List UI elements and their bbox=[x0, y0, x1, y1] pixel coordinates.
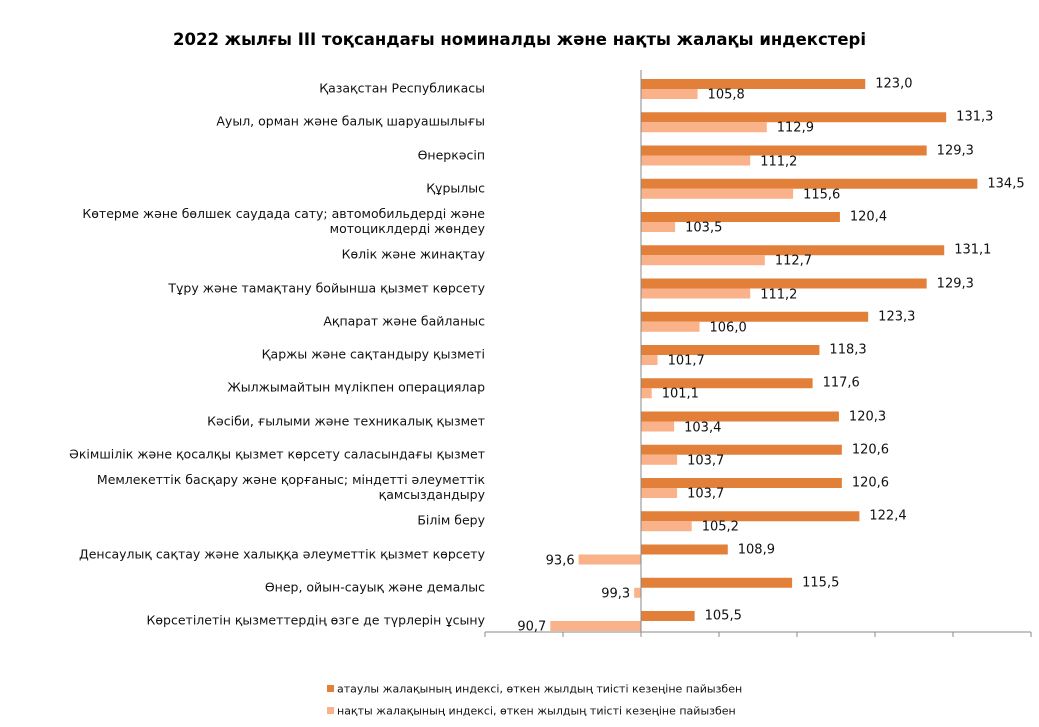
value-label: 105,2 bbox=[701, 519, 739, 535]
chart-title: 2022 жылғы ІІІ тоқсандағы номиналды және… bbox=[173, 30, 866, 49]
bar bbox=[550, 621, 641, 631]
bar bbox=[641, 178, 978, 189]
bar bbox=[641, 245, 945, 256]
value-label: 120,6 bbox=[851, 475, 890, 491]
category-label: Өнеркәсіп bbox=[417, 147, 485, 162]
category-label: Ауыл, орман және балық шаруашылығы bbox=[216, 113, 485, 129]
value-label: 120,4 bbox=[849, 209, 888, 225]
bar bbox=[641, 611, 695, 621]
value-label: 105,5 bbox=[704, 608, 742, 624]
value-label: 93,6 bbox=[545, 553, 575, 568]
category-label: Білім беру bbox=[417, 512, 485, 528]
bar bbox=[641, 79, 866, 89]
bar bbox=[641, 388, 652, 399]
category-label: Жылжымайтын мүлікпен операциялар bbox=[227, 379, 485, 395]
bar bbox=[641, 188, 794, 199]
bar bbox=[641, 444, 842, 455]
category-label: Тұру және тамақтану бойынша қызмет көрсе… bbox=[168, 280, 485, 295]
bar bbox=[641, 212, 840, 222]
value-label: 120,3 bbox=[848, 409, 887, 424]
bar bbox=[641, 421, 675, 432]
value-label: 117,6 bbox=[822, 375, 860, 391]
value-label: 122,4 bbox=[869, 508, 907, 524]
bar bbox=[641, 278, 927, 289]
legend-swatch bbox=[327, 707, 334, 714]
value-label: 106,0 bbox=[709, 320, 747, 336]
value-label: 111,2 bbox=[760, 154, 798, 169]
category-label: Құрылыс bbox=[426, 180, 485, 196]
category-label: Кәсіби, ғылыми және техникалық қызмет bbox=[207, 413, 485, 428]
value-label: 123,3 bbox=[878, 309, 916, 325]
value-label: 129,3 bbox=[936, 143, 974, 158]
value-label: 112,7 bbox=[774, 253, 813, 269]
value-label: 123,0 bbox=[875, 76, 913, 92]
value-label: 134,5 bbox=[987, 176, 1025, 192]
bar bbox=[641, 521, 692, 532]
category-label: Қазақстан Республикасы bbox=[319, 80, 485, 96]
value-label: 111,2 bbox=[760, 287, 798, 302]
bar bbox=[641, 145, 927, 156]
value-label: 131,3 bbox=[956, 109, 994, 125]
bar bbox=[641, 355, 658, 365]
bar bbox=[641, 222, 676, 232]
bar bbox=[641, 311, 869, 322]
value-label: 108,9 bbox=[737, 542, 775, 557]
legend-label: нақты жалақының индексі, өткен жылдың ти… bbox=[337, 704, 736, 718]
category-label: Ақпарат және байланыс bbox=[323, 313, 485, 329]
bar bbox=[641, 112, 947, 123]
value-label: 103,7 bbox=[687, 486, 725, 502]
bar bbox=[634, 587, 641, 598]
bar bbox=[641, 511, 860, 522]
bar bbox=[641, 255, 765, 266]
bar bbox=[641, 544, 728, 555]
value-label: 118,3 bbox=[829, 342, 867, 358]
category-label: Әкімшілік және қосалқы қызмет көрсету са… bbox=[69, 446, 485, 462]
bar bbox=[641, 321, 700, 332]
value-label: 101,1 bbox=[661, 386, 699, 402]
value-label: 90,7 bbox=[517, 619, 547, 635]
category-label: Көрсетілетін қызметтердің өзге де түрлер… bbox=[146, 612, 485, 628]
value-label: 131,1 bbox=[954, 242, 992, 258]
category-label: Денсаулық сақтау және халыққа әлеуметтік… bbox=[78, 546, 485, 561]
value-label: 112,9 bbox=[776, 120, 814, 136]
value-label: 115,5 bbox=[802, 575, 840, 591]
value-label: 101,7 bbox=[667, 353, 705, 369]
bar bbox=[641, 155, 751, 166]
value-label: 129,3 bbox=[936, 276, 974, 291]
value-label: 103,7 bbox=[687, 453, 725, 469]
value-label: 99,3 bbox=[601, 586, 631, 602]
value-label: 115,6 bbox=[803, 187, 841, 203]
category-label: Көлік және жинақтау bbox=[341, 246, 485, 262]
legend-swatch bbox=[327, 685, 334, 692]
category-label: Өнер, ойын-сауық және демалыс bbox=[264, 579, 485, 595]
value-label: 120,6 bbox=[851, 442, 890, 458]
value-label: 103,4 bbox=[684, 420, 722, 435]
bar bbox=[641, 345, 820, 355]
bar bbox=[641, 488, 678, 498]
bar bbox=[641, 122, 767, 133]
legend-label: атаулы жалақының индексі, өткен жылдың т… bbox=[337, 682, 743, 696]
bar bbox=[641, 411, 839, 422]
bar bbox=[641, 378, 813, 389]
category-label: Көтерме және бөлшек саудада сату; автомо… bbox=[82, 206, 485, 236]
value-label: 105,8 bbox=[707, 87, 745, 103]
bar bbox=[641, 288, 751, 299]
value-label: 103,5 bbox=[685, 220, 723, 236]
bar bbox=[578, 554, 641, 565]
bar bbox=[641, 454, 678, 465]
bar bbox=[641, 89, 698, 99]
bar bbox=[641, 577, 793, 588]
category-label: Мемлекеттік басқару және қорғаныс; мінде… bbox=[96, 472, 485, 502]
bar bbox=[641, 478, 842, 488]
category-label: Қаржы және сақтандыру қызметі bbox=[261, 346, 485, 362]
